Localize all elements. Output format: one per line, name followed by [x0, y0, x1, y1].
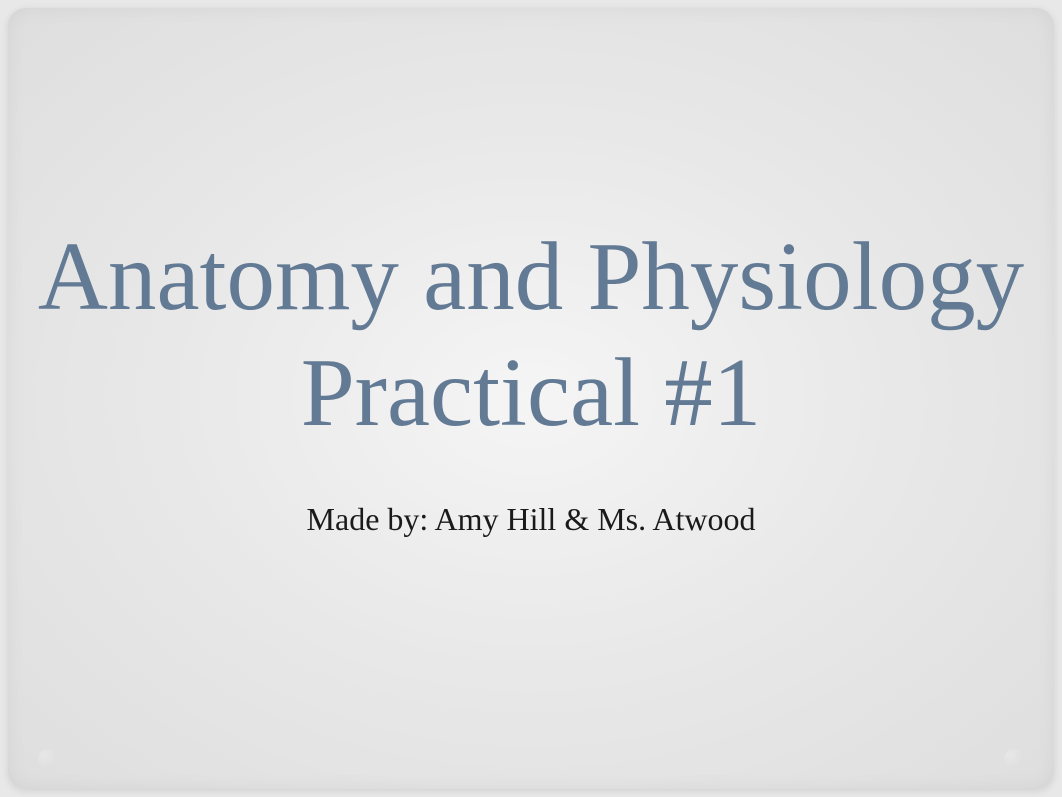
slide-subtitle: Made by: Amy Hill & Ms. Atwood — [307, 501, 756, 538]
decorative-dot-right — [1004, 749, 1024, 769]
slide-container: Anatomy and Physiology Practical #1 Made… — [8, 8, 1054, 789]
decorative-dot-left — [38, 749, 58, 769]
slide-title: Anatomy and Physiology Practical #1 — [8, 219, 1054, 452]
